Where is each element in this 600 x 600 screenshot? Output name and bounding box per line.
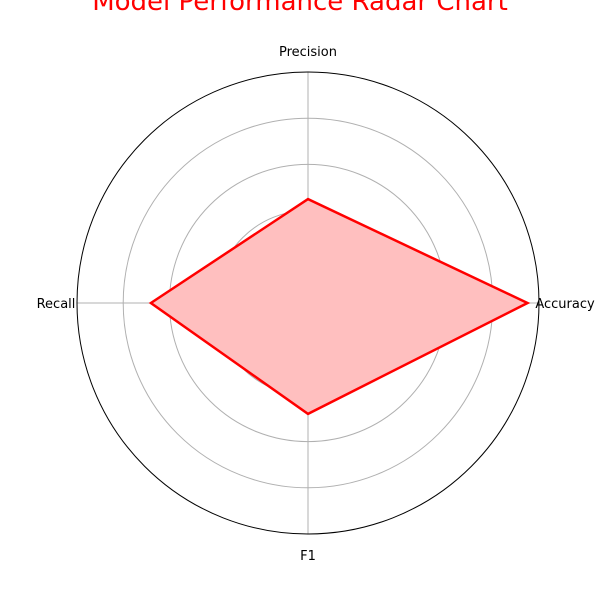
chart-title: Model Performance Radar Chart <box>92 0 508 17</box>
label-layer: Accuracy Precision Recall F1 <box>37 45 595 564</box>
axis-label-precision: Precision <box>279 45 337 60</box>
series-area-1 <box>150 199 528 414</box>
axis-label-accuracy: Accuracy <box>535 297 595 312</box>
series-line-1 <box>148 197 531 416</box>
outer-frame <box>76 71 540 535</box>
axis-label-recall: Recall <box>37 297 76 312</box>
data-layer <box>148 197 531 416</box>
axis-label-f1: F1 <box>300 549 316 564</box>
